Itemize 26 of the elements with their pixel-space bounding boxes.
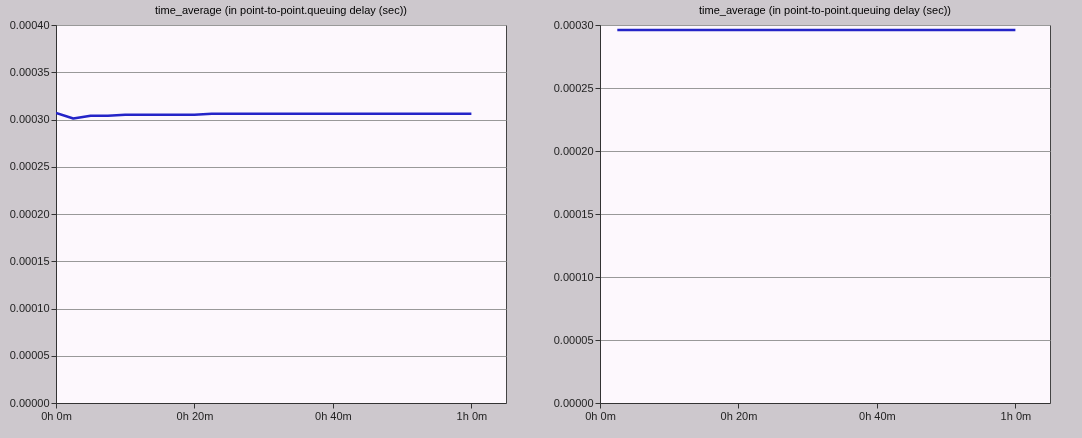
y-tick-label: 0.00025 bbox=[9, 160, 50, 173]
y-tick-label: 0.00000 bbox=[9, 396, 50, 409]
y-tick-label: 0.00030 bbox=[9, 113, 50, 125]
y-tick-label: 0.00015 bbox=[9, 254, 50, 267]
y-tick-label: 0.00010 bbox=[9, 302, 50, 314]
x-tick-label: 0h 0m bbox=[585, 409, 616, 422]
y-tick-label: 0.00035 bbox=[9, 65, 50, 78]
y-tick-label: 0.00030 bbox=[553, 18, 594, 31]
x-tick-label: 0h 40m bbox=[859, 409, 896, 422]
y-tick-label: 0.00005 bbox=[553, 333, 594, 346]
y-tick-label: 0.00020 bbox=[9, 207, 50, 220]
y-tick-label: 0.00020 bbox=[553, 144, 594, 157]
y-tick-label: 0.00005 bbox=[9, 349, 50, 362]
x-tick-label: 0h 40m bbox=[315, 409, 352, 422]
chart-title: time_average (in point-to-point.queuing delay (sec)) bbox=[699, 4, 951, 16]
y-tick-label: 0.00040 bbox=[9, 18, 50, 31]
x-tick-label: 0h 0m bbox=[41, 409, 72, 422]
y-tick-label: 0.00000 bbox=[553, 396, 594, 409]
x-tick-label: 0h 20m bbox=[176, 409, 214, 422]
x-tick-label: 1h 0m bbox=[1000, 409, 1032, 422]
y-tick-label: 0.00015 bbox=[553, 207, 594, 220]
chart-title: time_average (in point-to-point.queuing delay (sec)) bbox=[155, 4, 407, 16]
x-tick-label: 0h 20m bbox=[720, 409, 758, 422]
y-tick-label: 0.00025 bbox=[553, 81, 594, 94]
y-tick-label: 0.00010 bbox=[553, 270, 594, 283]
x-tick-label: 1h 0m bbox=[456, 409, 488, 422]
